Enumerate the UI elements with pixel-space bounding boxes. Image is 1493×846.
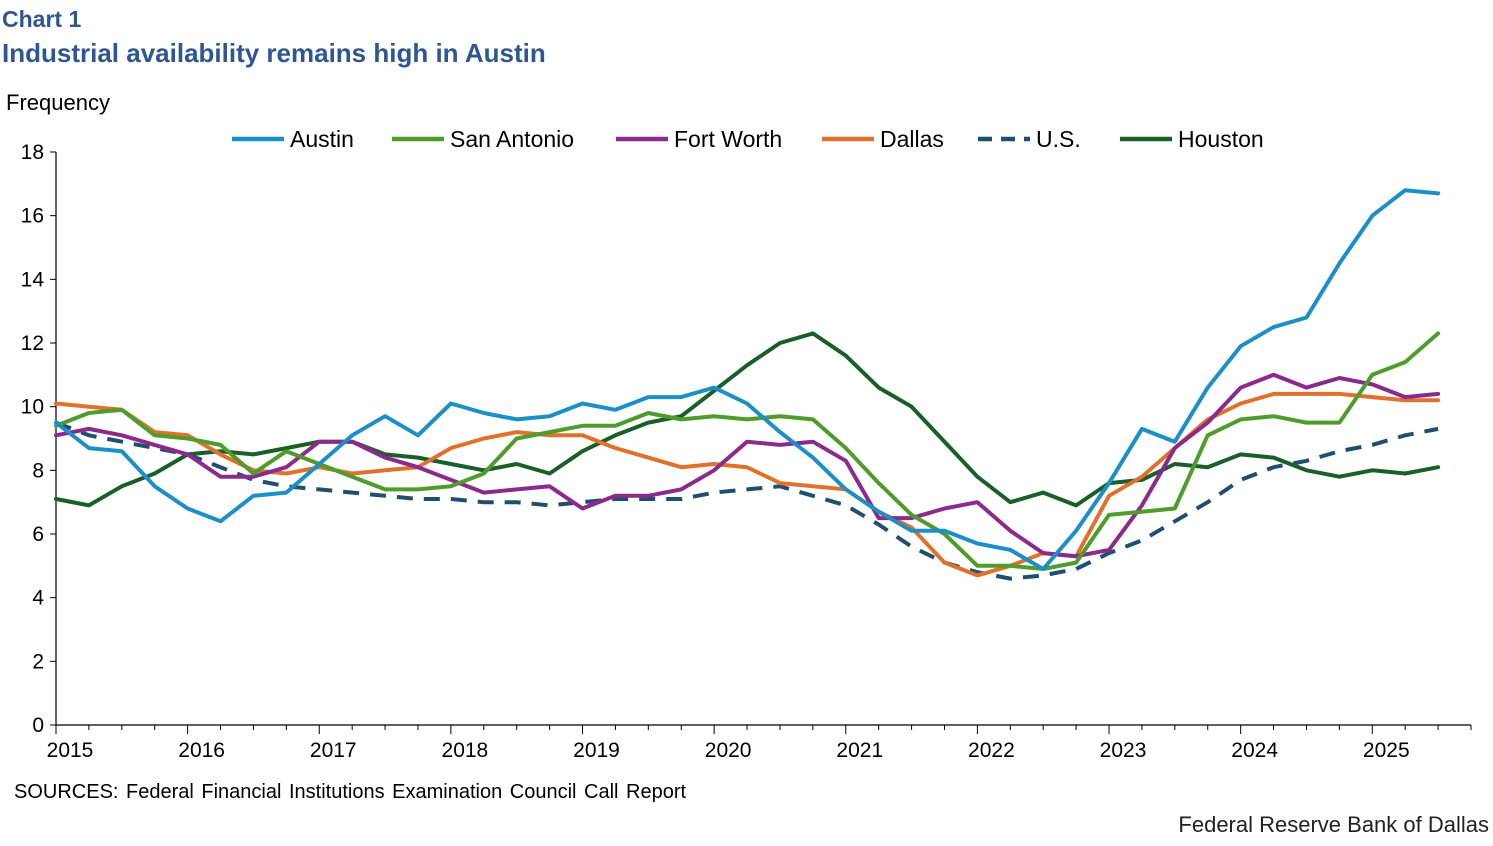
- x-tick-label: 2022: [968, 739, 1015, 762]
- y-tick-label: 4: [32, 587, 44, 610]
- y-tick-label: 18: [21, 141, 44, 164]
- series-lines: [54, 188, 1441, 581]
- y-tick-label: 2: [32, 650, 44, 673]
- legend-label: Dallas: [880, 126, 944, 152]
- credit-line: Federal Reserve Bank of Dallas: [1178, 812, 1489, 837]
- y-tick-label: 6: [32, 523, 44, 546]
- x-tick-label: 2024: [1231, 739, 1278, 762]
- chart-legend: Austin San Antonio Fort Worth Dallas U.S. Hou…: [232, 126, 1264, 152]
- x-tick-label: 2023: [1100, 739, 1147, 762]
- y-tick-label: 0: [32, 714, 44, 737]
- y-tick-label: 14: [21, 268, 45, 291]
- y-tick-label: 12: [21, 332, 44, 355]
- series-line-dallas: [54, 391, 1441, 578]
- y-tick-label: 10: [21, 396, 44, 419]
- y-tick-label: 8: [32, 459, 44, 482]
- x-tick-label: 2017: [310, 739, 357, 762]
- legend-label: U.S.: [1036, 126, 1081, 152]
- x-tick-label: 2016: [178, 739, 225, 762]
- series-line-u-s: [55, 420, 1439, 581]
- x-tick-label: 2019: [573, 739, 620, 762]
- legend-label: Fort Worth: [674, 126, 782, 152]
- x-tick-label: 2015: [47, 739, 94, 762]
- series-line-san-antonio: [54, 331, 1441, 571]
- y-axis-unit-label: Frequency: [6, 90, 110, 115]
- legend-label: Austin: [290, 126, 354, 152]
- legend-label: San Antonio: [450, 126, 574, 152]
- y-tick-label: 16: [21, 205, 44, 228]
- chart-number: Chart 1: [2, 6, 82, 32]
- series-line-fort-worth: [54, 372, 1441, 559]
- chart-axes: 0 2 4 6 8 10 12 14 16 18 2015 2016 2017 2018 2019 2020 2…: [21, 141, 1472, 762]
- series-line-austin: [54, 188, 1441, 571]
- x-tick-label: 2021: [836, 739, 883, 762]
- x-tick-label: 2025: [1363, 739, 1410, 762]
- sources-note: SOURCES: Federal Financial Institutions …: [14, 781, 687, 803]
- x-tick-label: 2020: [705, 739, 752, 762]
- series-line-houston: [54, 331, 1441, 508]
- x-tick-label: 2018: [442, 739, 489, 762]
- legend-label: Houston: [1178, 126, 1264, 152]
- chart-title: Industrial availability remains high in …: [2, 38, 546, 68]
